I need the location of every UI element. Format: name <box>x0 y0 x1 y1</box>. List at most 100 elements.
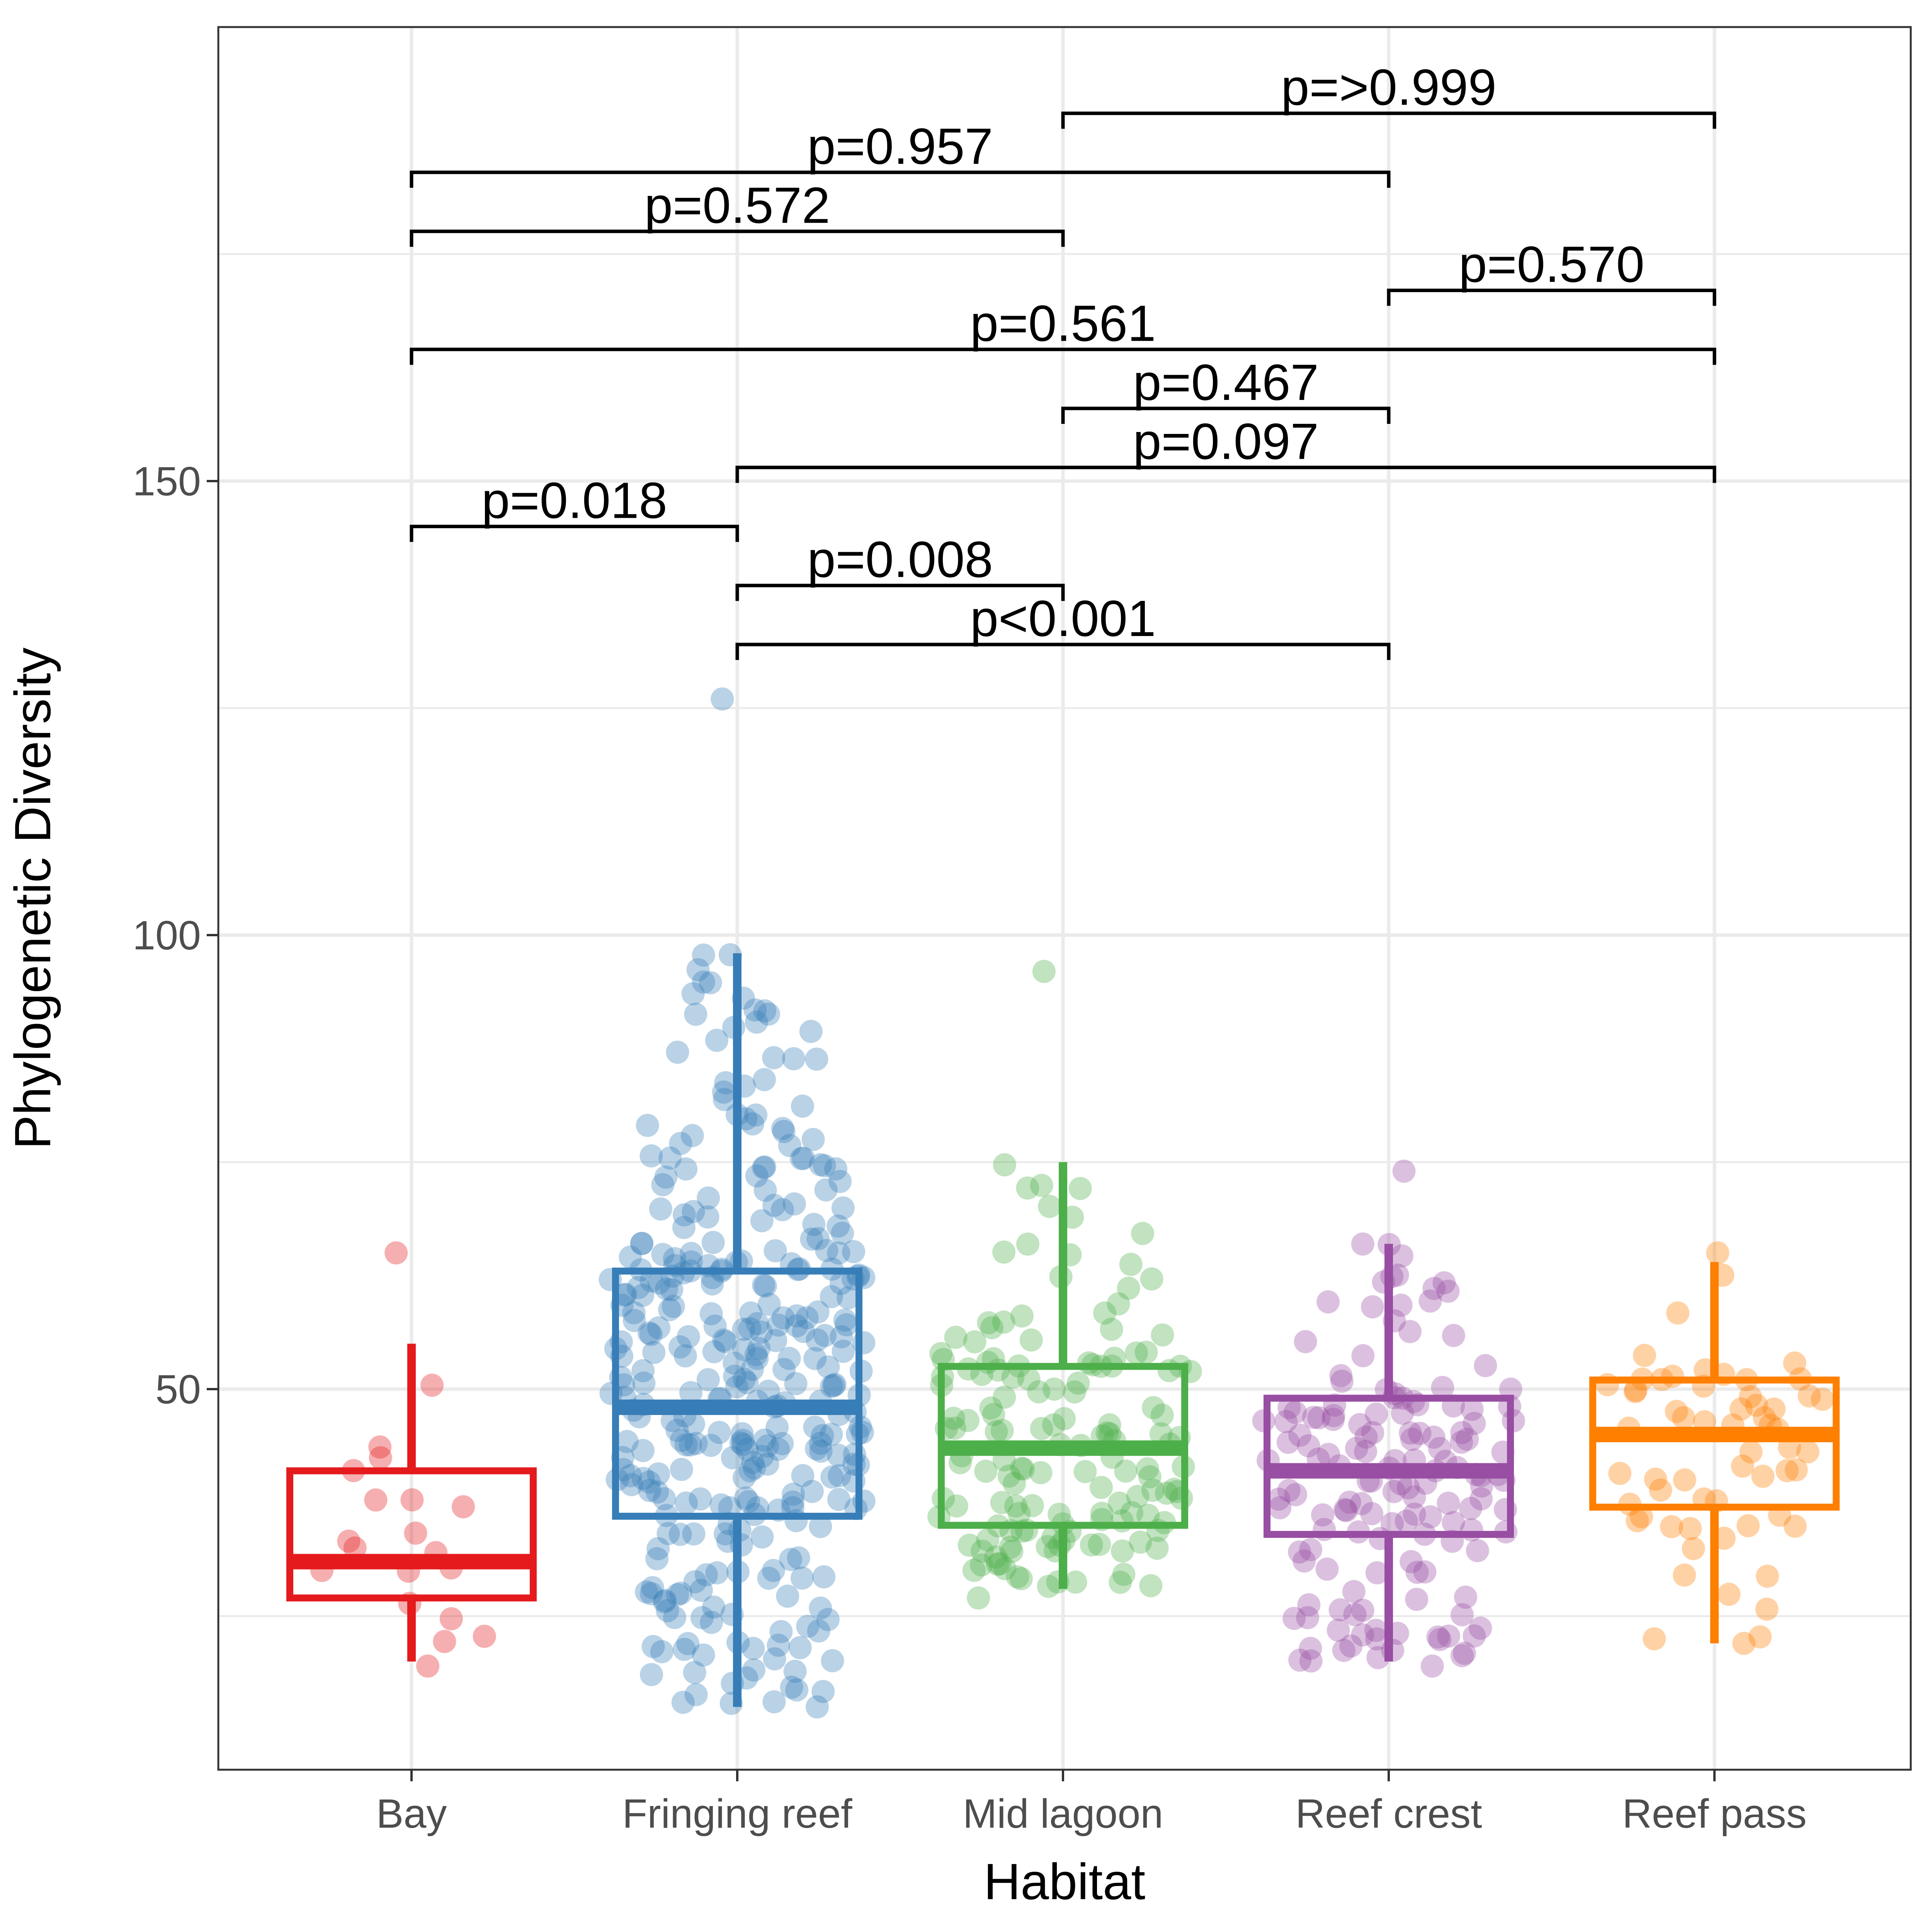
data-point <box>805 1437 828 1461</box>
data-point <box>1338 1490 1361 1514</box>
data-point <box>368 1435 392 1459</box>
data-point <box>1288 1423 1312 1447</box>
data-point <box>744 1343 768 1366</box>
data-point <box>929 1342 953 1366</box>
data-point <box>757 1379 780 1403</box>
data-point <box>746 1312 769 1335</box>
data-point <box>785 1304 808 1328</box>
data-point <box>1380 1512 1404 1536</box>
data-point <box>842 1240 866 1264</box>
data-point <box>1334 1499 1358 1522</box>
data-point <box>1426 1625 1450 1649</box>
data-point <box>743 1456 766 1480</box>
data-point <box>998 1536 1022 1559</box>
data-point <box>1016 1232 1039 1256</box>
data-point <box>404 1521 427 1545</box>
data-point <box>1155 1481 1178 1505</box>
data-point <box>639 1663 663 1686</box>
data-point <box>663 1247 686 1270</box>
data-point <box>1012 1457 1035 1481</box>
data-point <box>1396 1476 1420 1500</box>
data-point <box>757 1002 781 1026</box>
data-point <box>795 1306 819 1330</box>
data-point <box>822 1374 845 1397</box>
data-point <box>1027 1380 1051 1404</box>
data-point <box>803 1415 827 1439</box>
data-point <box>750 1525 774 1549</box>
data-point <box>742 1637 765 1660</box>
data-point <box>663 1606 686 1629</box>
data-point <box>1322 1404 1345 1427</box>
data-point <box>646 1480 669 1504</box>
data-point <box>696 1205 719 1229</box>
data-point <box>1063 1380 1087 1404</box>
significance-bracket <box>410 170 1391 188</box>
data-point <box>732 1466 756 1490</box>
data-point <box>823 1372 847 1396</box>
data-point <box>1140 1267 1163 1291</box>
data-point <box>674 1491 698 1515</box>
data-point <box>712 1080 735 1104</box>
data-point <box>733 1367 756 1391</box>
data-point <box>1149 1422 1173 1446</box>
data-point <box>781 1490 804 1514</box>
data-point <box>745 1010 768 1034</box>
data-point <box>1418 1289 1442 1313</box>
iqr-box <box>286 1467 537 1602</box>
data-point <box>1098 1413 1121 1437</box>
data-point <box>666 1041 689 1064</box>
data-point <box>705 1561 729 1585</box>
data-point <box>1307 1406 1331 1430</box>
data-point <box>1112 1563 1136 1586</box>
data-point <box>1299 1538 1323 1561</box>
data-point <box>1332 1639 1355 1662</box>
data-point <box>1644 1468 1667 1491</box>
data-point <box>1141 1478 1165 1502</box>
data-point <box>1361 1421 1384 1444</box>
data-point <box>792 1146 815 1170</box>
data-point <box>1466 1539 1489 1563</box>
data-point <box>1267 1487 1291 1511</box>
data-point <box>1145 1536 1169 1560</box>
data-point <box>1731 1454 1754 1478</box>
data-point <box>776 1584 799 1608</box>
data-point <box>668 1335 692 1359</box>
data-point <box>630 1231 654 1255</box>
y-tick-label: 50 <box>155 1367 201 1412</box>
data-point <box>1665 1400 1688 1423</box>
data-point <box>1048 1502 1071 1526</box>
data-point <box>647 1316 670 1340</box>
data-point <box>1010 1304 1034 1328</box>
data-point <box>1351 1623 1374 1646</box>
data-point <box>1459 1497 1482 1520</box>
data-point <box>452 1495 475 1519</box>
data-point <box>684 1432 708 1455</box>
data-point <box>1422 1277 1446 1300</box>
data-point <box>974 1459 998 1483</box>
data-point <box>721 1446 744 1469</box>
data-point <box>1125 1341 1148 1365</box>
data-point <box>692 1643 715 1667</box>
data-point <box>622 1301 646 1325</box>
data-point <box>982 1403 1005 1426</box>
data-point <box>696 1368 720 1391</box>
data-point <box>707 1421 731 1444</box>
data-point <box>639 1582 663 1605</box>
data-point <box>831 1221 854 1245</box>
data-point <box>1666 1301 1690 1325</box>
data-point <box>1333 1498 1357 1521</box>
data-point <box>1453 1641 1476 1665</box>
data-point <box>1784 1458 1808 1482</box>
data-point <box>695 1563 718 1587</box>
data-point <box>1038 1195 1061 1218</box>
data-point <box>658 1146 682 1170</box>
data-point <box>948 1451 972 1475</box>
data-point <box>689 1487 712 1511</box>
data-point <box>1297 1593 1321 1617</box>
data-point <box>619 1464 642 1488</box>
p-value-label: p=0.467 <box>1133 354 1319 411</box>
data-point <box>835 1313 858 1337</box>
data-point <box>1299 1636 1322 1660</box>
data-point <box>679 1381 702 1405</box>
data-point <box>1053 1407 1076 1430</box>
